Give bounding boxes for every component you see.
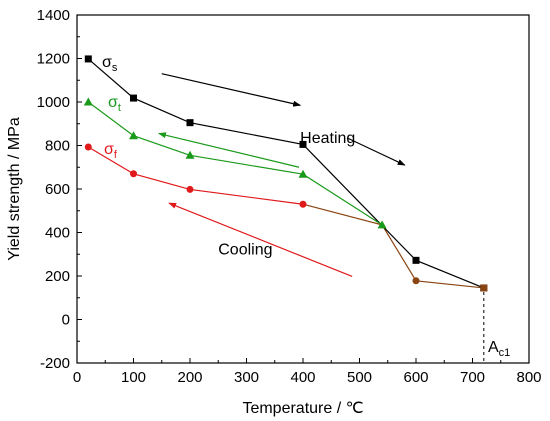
direction-arrow xyxy=(157,132,300,168)
data-point xyxy=(412,256,420,264)
direction-arrow xyxy=(168,202,353,277)
connector-point xyxy=(412,277,420,285)
x-tick-label: 500 xyxy=(347,369,372,386)
connector-line xyxy=(302,203,484,289)
annotation-labels: σs σt σf Heating Cooling Ac1 xyxy=(102,54,510,359)
annotation-text: Heating xyxy=(300,130,355,147)
data-point xyxy=(83,97,93,106)
x-tick-label: 400 xyxy=(290,369,315,386)
data-point xyxy=(298,169,308,178)
data-point xyxy=(84,143,92,151)
data-point xyxy=(130,94,137,102)
x-tick-label: 700 xyxy=(460,369,485,386)
data-point xyxy=(186,185,194,193)
data-point xyxy=(130,170,137,178)
x-tick-label: 600 xyxy=(403,369,428,386)
series-label: σs xyxy=(102,54,118,74)
annotation-text: Cooling xyxy=(218,241,272,258)
direction-arrows xyxy=(157,73,406,277)
y-tick-label: 600 xyxy=(45,181,70,198)
y-tick-label: 200 xyxy=(45,268,70,285)
data-point xyxy=(377,220,387,229)
y-tick-label: 1400 xyxy=(37,7,70,24)
direction-arrow xyxy=(161,73,302,107)
y-axis-label: Yield strength / MPa xyxy=(6,117,23,261)
series-line xyxy=(87,101,383,226)
x-tick-label: 200 xyxy=(177,369,202,386)
x-tick-label: 300 xyxy=(234,369,259,386)
x-axis-label: Temperature / ℃ xyxy=(242,400,363,417)
series-lines xyxy=(83,55,488,292)
y-tick-label: 1200 xyxy=(37,51,70,68)
data-point xyxy=(129,131,138,140)
series-label: σf xyxy=(104,141,118,161)
series-line xyxy=(87,146,304,205)
data-point xyxy=(185,150,195,159)
x-tick-label: 100 xyxy=(121,369,146,386)
ac1-label: Ac1 xyxy=(488,339,510,359)
data-point xyxy=(186,119,194,127)
y-tick-label: -200 xyxy=(40,355,70,372)
y-tick-label: 0 xyxy=(62,312,70,329)
data-point xyxy=(84,55,92,63)
plot-frame xyxy=(76,14,530,364)
series-line xyxy=(87,58,485,289)
connector-lines xyxy=(302,203,484,289)
ac1-point xyxy=(480,284,488,292)
series-label: σt xyxy=(108,94,121,114)
x-tick-label: 0 xyxy=(73,369,81,386)
data-point xyxy=(299,200,307,208)
x-axis-ticks: 0 100 200 300 400 500 600 700 800 xyxy=(73,358,542,386)
direction-arrow xyxy=(346,137,406,166)
x-tick-label: 800 xyxy=(516,369,541,386)
data-point xyxy=(299,140,307,148)
y-tick-label: 800 xyxy=(45,138,70,155)
y-tick-label: 400 xyxy=(45,225,70,242)
y-tick-label: 1000 xyxy=(37,94,70,111)
y-axis-ticks: -200 0 200 400 600 800 1000 1200 1400 xyxy=(37,7,82,372)
